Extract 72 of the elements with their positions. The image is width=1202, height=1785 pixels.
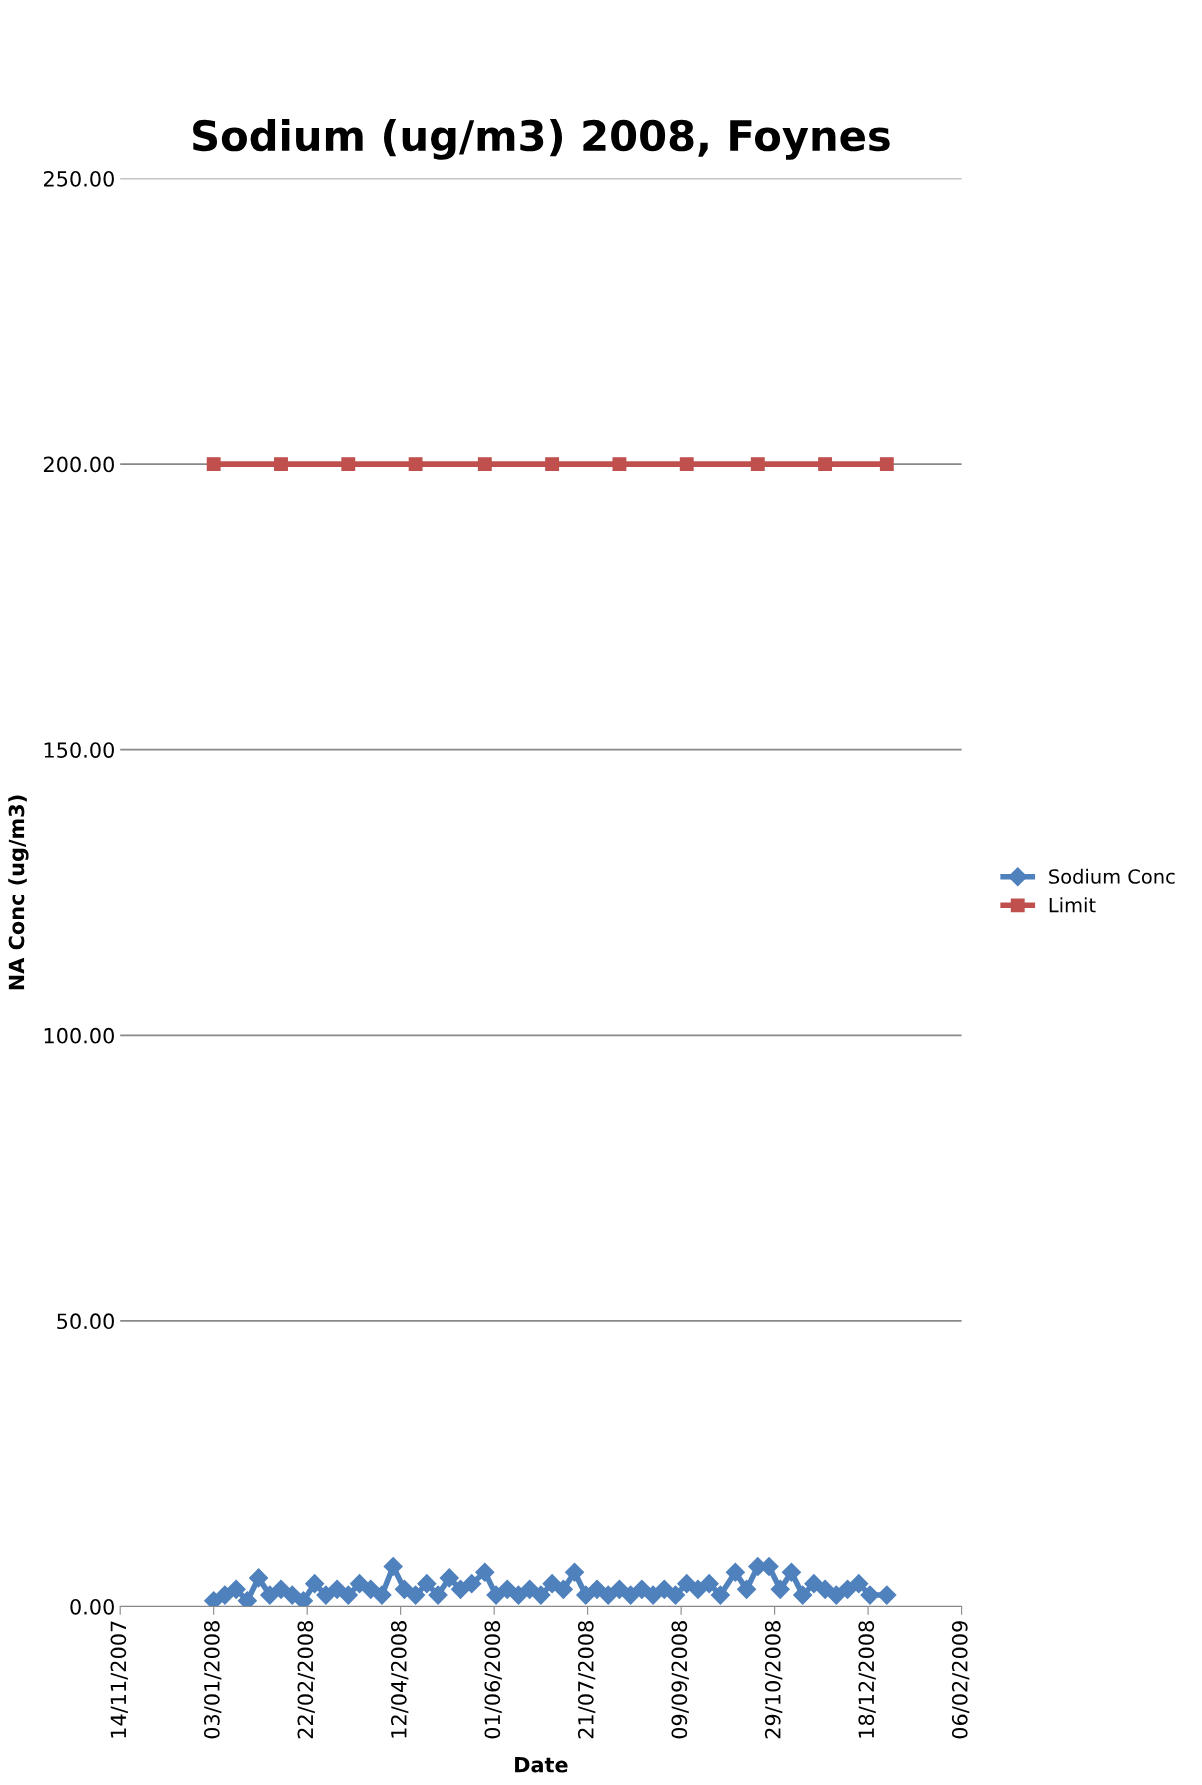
point — [587, 1579, 607, 1599]
point — [406, 1585, 426, 1605]
point — [612, 457, 627, 472]
x-tick-label: 12/04/2008 — [390, 1621, 409, 1738]
point — [338, 1585, 358, 1605]
point — [305, 1574, 325, 1594]
point — [860, 1585, 880, 1605]
point — [542, 1574, 562, 1594]
point — [439, 1568, 459, 1588]
point — [428, 1585, 448, 1605]
x-tick-label: 01/06/2008 — [484, 1621, 502, 1739]
point — [750, 457, 765, 472]
point — [417, 1574, 437, 1594]
point — [679, 457, 694, 472]
point — [632, 1579, 652, 1599]
point — [710, 1585, 730, 1605]
x-tick-label: 18/12/2008 — [858, 1621, 876, 1738]
point — [531, 1585, 551, 1605]
point — [849, 1574, 869, 1594]
chart-title: Sodium (ug/m3) 2008, Foynes — [193, 119, 890, 160]
y-tick-label: 100.00 — [44, 1027, 114, 1044]
legend-label: Sodium Conc — [1049, 868, 1175, 884]
point — [293, 1591, 313, 1607]
point — [598, 1585, 618, 1605]
point — [793, 1585, 813, 1605]
x-tick-label: 06/02/2009 — [951, 1621, 970, 1739]
point — [565, 1562, 585, 1582]
point — [508, 1585, 528, 1605]
point — [781, 1562, 801, 1582]
point — [226, 1579, 246, 1599]
point — [271, 1579, 291, 1599]
point — [815, 1579, 835, 1599]
point — [462, 1574, 482, 1594]
x-axis-title: Date — [515, 1757, 568, 1773]
point — [665, 1585, 686, 1605]
x-tick-label: 22/02/2008 — [297, 1621, 315, 1739]
point — [206, 457, 221, 472]
point — [274, 457, 288, 472]
y-axis-title: NA Conc (ug/m3) — [8, 795, 29, 990]
point — [361, 1579, 381, 1599]
x-tick-label: 03/01/2008 — [203, 1621, 222, 1739]
point — [520, 1579, 540, 1599]
point — [553, 1579, 573, 1599]
point — [372, 1585, 392, 1605]
y-tick-label: 50.00 — [57, 1313, 114, 1330]
point — [327, 1579, 347, 1599]
x-tick-label: 21/07/2008 — [577, 1621, 596, 1739]
point — [249, 1568, 269, 1588]
y-tick-label: 0.00 — [70, 1598, 114, 1615]
point — [477, 457, 492, 472]
point — [475, 1562, 495, 1582]
point — [770, 1579, 790, 1599]
point — [725, 1562, 745, 1582]
point — [204, 1591, 224, 1607]
point — [826, 1585, 846, 1605]
y-tick-label: 250.00 — [43, 170, 114, 187]
point — [818, 457, 833, 472]
x-tick-label: 09/09/2008 — [671, 1621, 689, 1739]
y-tick-label: 150.00 — [44, 742, 114, 758]
point — [383, 1556, 403, 1577]
point — [879, 457, 894, 472]
point — [408, 457, 423, 472]
x-tick-label: 29/10/2008 — [764, 1621, 783, 1739]
y-tick-label: 200.00 — [43, 456, 114, 473]
legend-label: Limit — [1049, 897, 1096, 913]
point — [737, 1579, 757, 1599]
point — [545, 457, 560, 472]
point — [877, 1585, 897, 1605]
x-tick-label: 14/11/2007 — [110, 1621, 128, 1738]
point — [237, 1591, 257, 1607]
point — [341, 457, 356, 472]
point — [699, 1574, 719, 1594]
